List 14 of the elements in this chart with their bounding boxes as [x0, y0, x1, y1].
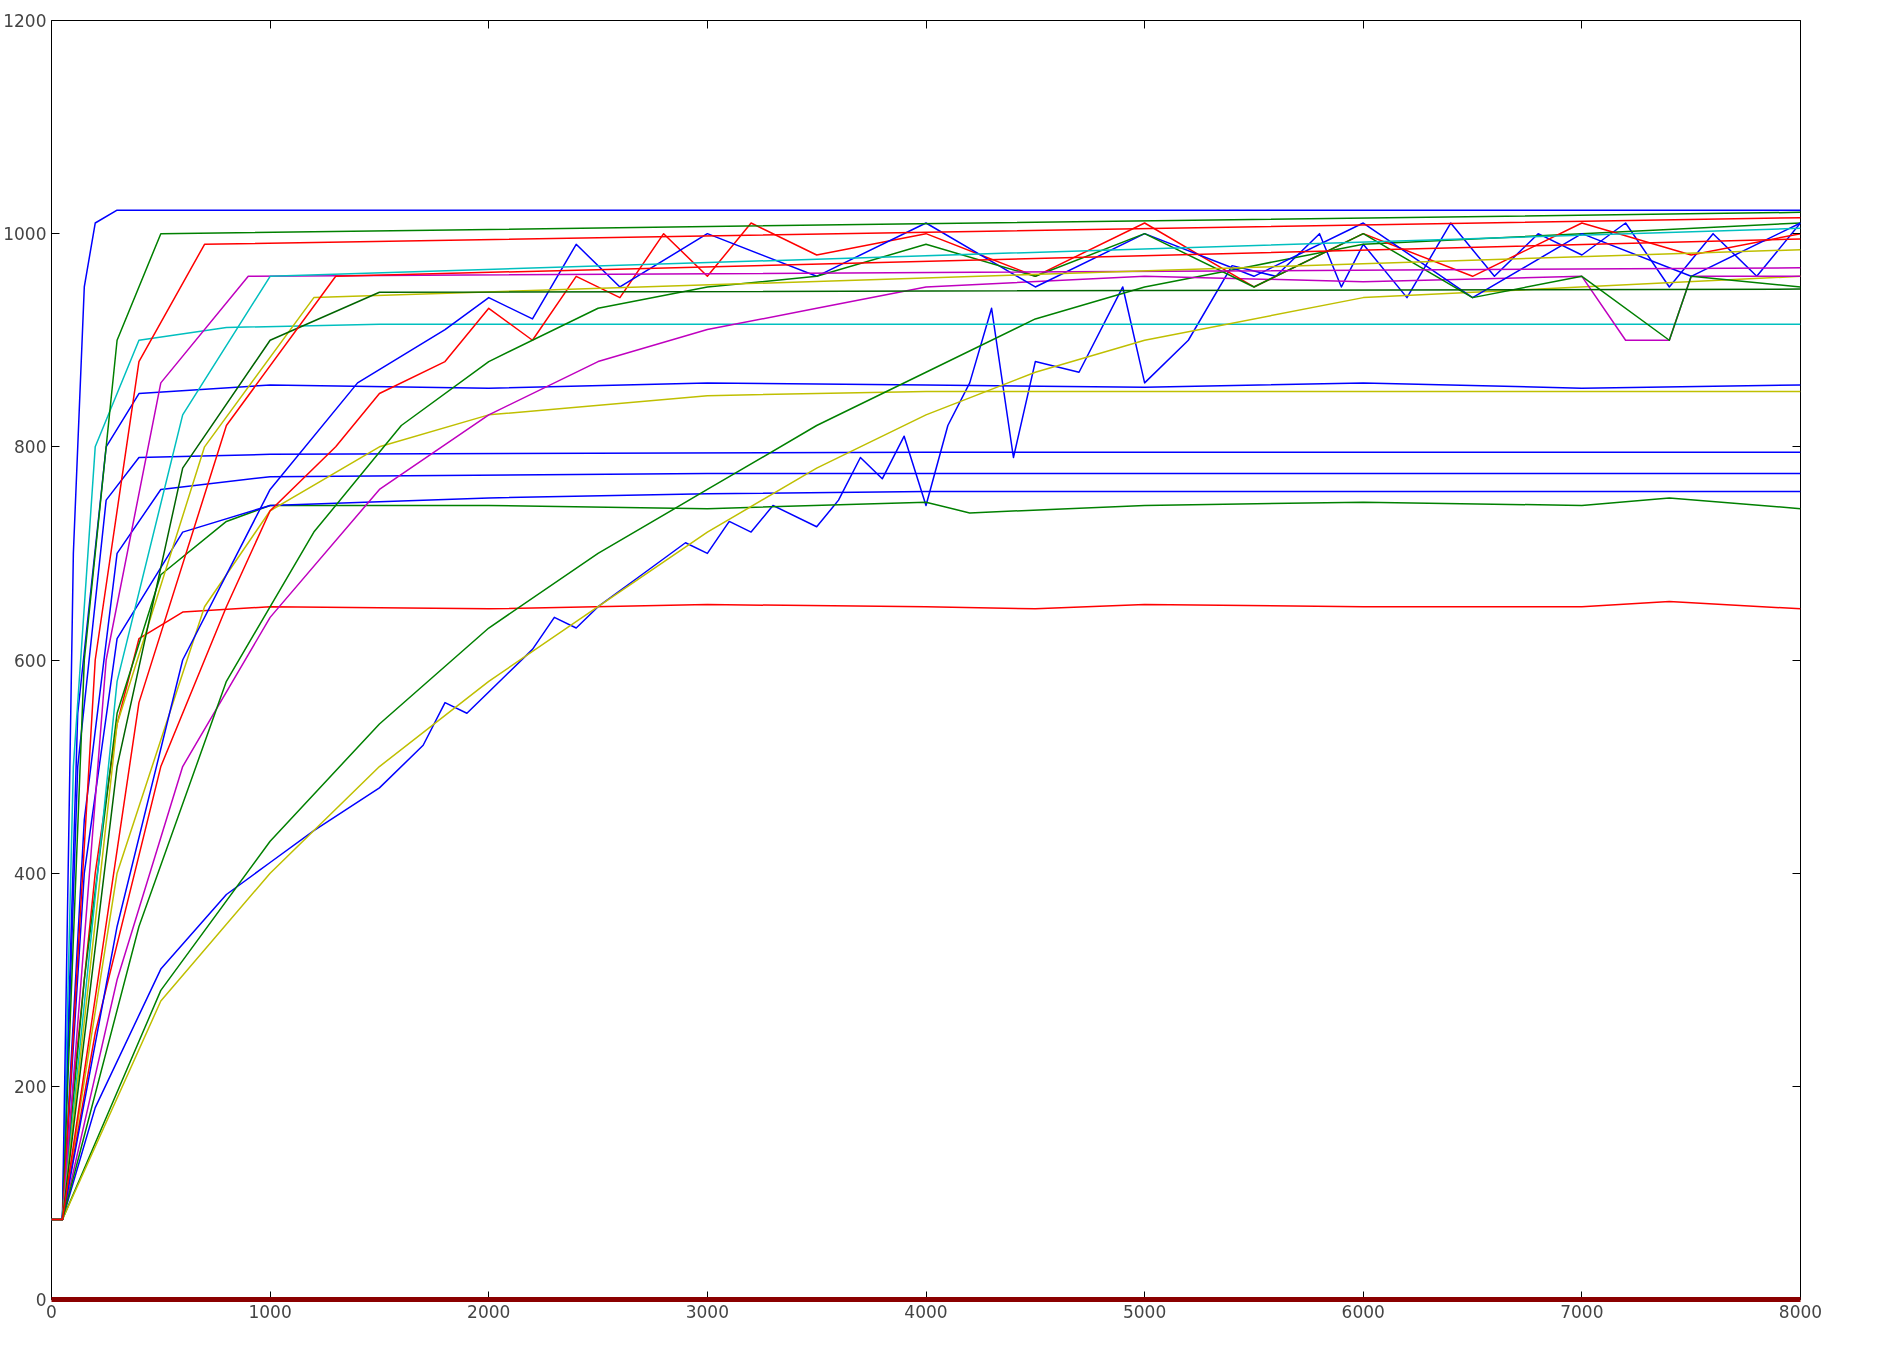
y-tick-label: 800 [14, 437, 47, 458]
y-tick-label: 1200 [3, 11, 47, 31]
x-tick-label: 4000 [904, 1301, 948, 1322]
y-tick-label: 600 [14, 650, 47, 671]
x-tick-label: 2000 [467, 1301, 511, 1322]
y-tick-label: 1000 [3, 224, 47, 245]
x-tick-label: 1000 [248, 1301, 292, 1322]
y-tick-label: 400 [14, 863, 47, 884]
x-tick-label: 3000 [685, 1301, 730, 1322]
x-tick-label: 6000 [1341, 1301, 1385, 1322]
y-tick-label: 200 [14, 1076, 47, 1097]
x-tick-label: 5000 [1122, 1301, 1167, 1322]
x-tick-label: 8000 [1778, 1301, 1823, 1322]
x-tick-label: 7000 [1560, 1301, 1604, 1322]
